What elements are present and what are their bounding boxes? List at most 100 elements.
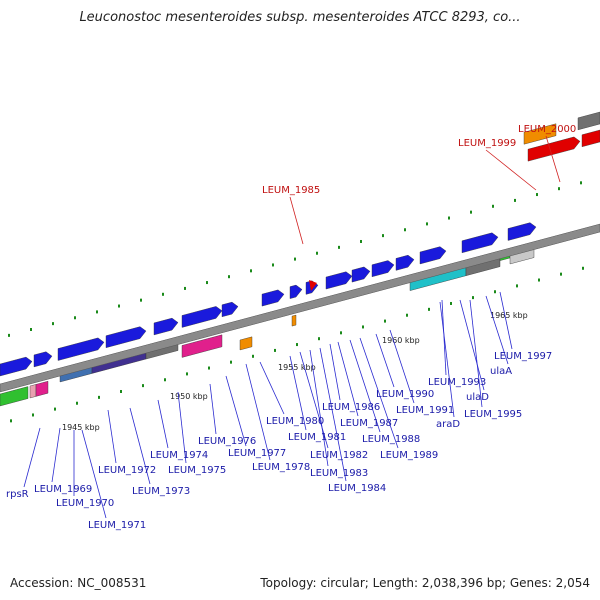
gene-label[interactable]: LEUM_1989	[380, 450, 438, 461]
track-tick	[404, 228, 406, 232]
forward-gene[interactable]	[351, 266, 371, 283]
forward-gene[interactable]	[57, 337, 105, 361]
forward-gene[interactable]	[371, 260, 395, 278]
gene-label-red[interactable]: LEUM_1999	[458, 138, 516, 149]
gene-label[interactable]: LEUM_1993	[428, 377, 486, 388]
orange-gene[interactable]	[523, 123, 557, 145]
track-tick	[582, 266, 584, 270]
leader-line	[259, 361, 285, 415]
track-tick	[54, 407, 56, 411]
gene-label[interactable]: LEUM_1969	[34, 484, 92, 495]
forward-gene[interactable]	[461, 232, 499, 254]
forward-gene[interactable]	[289, 284, 303, 299]
track-tick	[384, 319, 386, 323]
gene-label[interactable]: LEUM_1991	[396, 405, 454, 416]
gene-label[interactable]: LEUM_1977	[228, 448, 286, 459]
red-gene[interactable]	[527, 136, 581, 162]
leader-line	[337, 341, 359, 417]
gene-marker-red[interactable]	[309, 280, 317, 291]
forward-gene[interactable]	[507, 222, 537, 241]
leader-line	[485, 295, 509, 365]
outer-tick-track	[8, 181, 582, 337]
gene-label[interactable]: ulaD	[466, 392, 489, 403]
gene-label[interactable]: LEUM_1995	[464, 409, 522, 420]
forward-gene[interactable]	[325, 271, 353, 290]
forward-gene[interactable]	[221, 301, 239, 318]
pink-gene[interactable]	[29, 384, 37, 399]
gene-label[interactable]: LEUM_1974	[150, 450, 208, 461]
track-tick	[32, 413, 34, 417]
leader-line	[439, 301, 455, 418]
track-tick	[406, 313, 408, 317]
red-gene[interactable]	[581, 129, 600, 148]
gene-label[interactable]: LEUM_1972	[98, 465, 156, 476]
track-tick	[294, 257, 296, 261]
magenta-gene[interactable]	[35, 380, 49, 397]
gene-label[interactable]: LEUM_1982	[310, 450, 368, 461]
forward-gene[interactable]	[105, 326, 147, 348]
gene-label[interactable]: araD	[436, 419, 460, 430]
forward-gene[interactable]	[261, 289, 285, 307]
gray-gene[interactable]	[577, 111, 600, 131]
forward-gene[interactable]	[153, 317, 179, 336]
gene-label[interactable]: LEUM_1984	[328, 483, 386, 494]
gene-label[interactable]: LEUM_1986	[322, 402, 380, 413]
gene-label[interactable]: rpsR	[6, 489, 29, 500]
gene-label[interactable]: LEUM_1975	[168, 465, 226, 476]
track-tick	[10, 419, 12, 423]
gene-label[interactable]: LEUM_1970	[56, 498, 114, 509]
kbp-tick-label: 1945 kbp	[62, 423, 100, 432]
gene-label[interactable]: LEUM_1990	[376, 389, 434, 400]
gene-label[interactable]: LEUM_1988	[362, 434, 420, 445]
track-tick	[208, 366, 210, 370]
track-tick	[228, 275, 230, 279]
gene-label-red[interactable]: LEUM_2000	[518, 124, 576, 135]
gene-label[interactable]: LEUM_1980	[266, 416, 324, 427]
gene-label[interactable]: LEUM_1973	[132, 486, 190, 497]
track-tick	[8, 333, 10, 337]
track-tick	[514, 198, 516, 202]
inner-tick-track	[10, 266, 584, 423]
track-tick	[98, 395, 100, 399]
leader-line	[329, 343, 341, 401]
magenta-gene[interactable]	[181, 334, 223, 358]
track-tick	[362, 325, 364, 329]
gene-features[interactable]	[0, 111, 600, 407]
track-tick	[76, 401, 78, 405]
gene-labels[interactable]: rpsR LEUM_1969 LEUM_1970 LEUM_1971 LEUM_1972…	[6, 124, 576, 531]
gene-label-red[interactable]: LEUM_1985	[262, 185, 320, 196]
forward-gene[interactable]	[0, 356, 33, 377]
gene-label[interactable]: LEUM_1978	[252, 462, 310, 473]
track-tick	[184, 286, 186, 290]
track-tick	[316, 251, 318, 255]
track-tick	[382, 234, 384, 238]
gene-label[interactable]: LEUM_1997	[494, 351, 552, 362]
genome-summary-text: Topology: circular; Length: 2,038,396 bp…	[260, 576, 590, 590]
leader-line	[499, 291, 513, 350]
orange-gene[interactable]	[239, 336, 253, 351]
track-tick	[470, 210, 472, 214]
track-tick	[516, 284, 518, 288]
track-tick	[448, 216, 450, 220]
forward-gene[interactable]	[419, 246, 447, 265]
track-tick	[536, 193, 538, 197]
gene-label[interactable]: LEUM_1983	[310, 468, 368, 479]
label-leader-lines	[23, 135, 561, 519]
leader-line	[545, 135, 561, 183]
forward-gene[interactable]	[33, 351, 53, 368]
track-tick	[186, 372, 188, 376]
track-tick	[318, 337, 320, 341]
gene-label[interactable]: LEUM_1976	[198, 436, 256, 447]
gene-label[interactable]: LEUM_1971	[88, 520, 146, 531]
green-gene[interactable]	[0, 386, 29, 407]
track-tick	[560, 272, 562, 276]
gene-label[interactable]: LEUM_1987	[340, 418, 398, 429]
forward-gene[interactable]	[395, 254, 415, 271]
gene-label[interactable]: LEUM_1981	[288, 432, 346, 443]
track-tick	[252, 354, 254, 358]
leader-line	[375, 333, 395, 388]
forward-gene[interactable]	[181, 306, 223, 328]
gene-label[interactable]: ulaA	[490, 366, 512, 377]
orange-gene[interactable]	[291, 314, 297, 327]
